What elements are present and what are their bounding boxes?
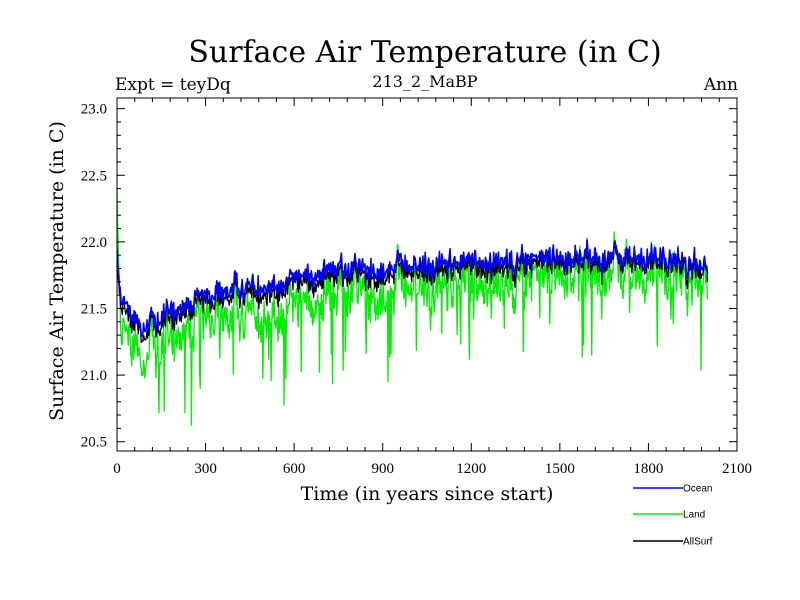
chart-title: Surface Air Temperature (in C) [188,35,661,70]
y-tick-label: 22.0 [81,235,107,251]
x-tick-label: 300 [194,461,217,477]
y-tick-label: 20.5 [81,435,107,451]
x-tick-label: 2100 [722,461,752,477]
x-tick-label: 1800 [633,461,663,477]
legend-label-ocean: Ocean [683,484,712,495]
y-tick-label: 21.5 [81,301,107,317]
x-tick-label: 600 [283,461,306,477]
x-tick-label: 1500 [545,461,575,477]
x-tick-label: 1200 [456,461,486,477]
plot-frame [116,97,738,452]
y-axis-label: Surface Air Temperature (in C) [46,121,68,421]
legend-label-land: Land [683,510,705,521]
series-line-land [117,188,709,426]
legend-label-allsurf: AllSurf [683,537,713,548]
x-axis-label: Time (in years since start) [301,483,554,505]
season-label: Ann [703,75,738,95]
experiment-label: Expt = teyDq [115,75,231,95]
period-label: 213_2_MaBP [372,72,477,91]
y-tick-label: 22.5 [81,168,107,184]
y-tick-label: 21.0 [81,368,107,384]
y-tick-label: 23.0 [81,102,107,118]
x-tick-label: 900 [371,461,394,477]
series-line-ocean [117,239,709,338]
x-tick-label: 0 [113,461,121,477]
